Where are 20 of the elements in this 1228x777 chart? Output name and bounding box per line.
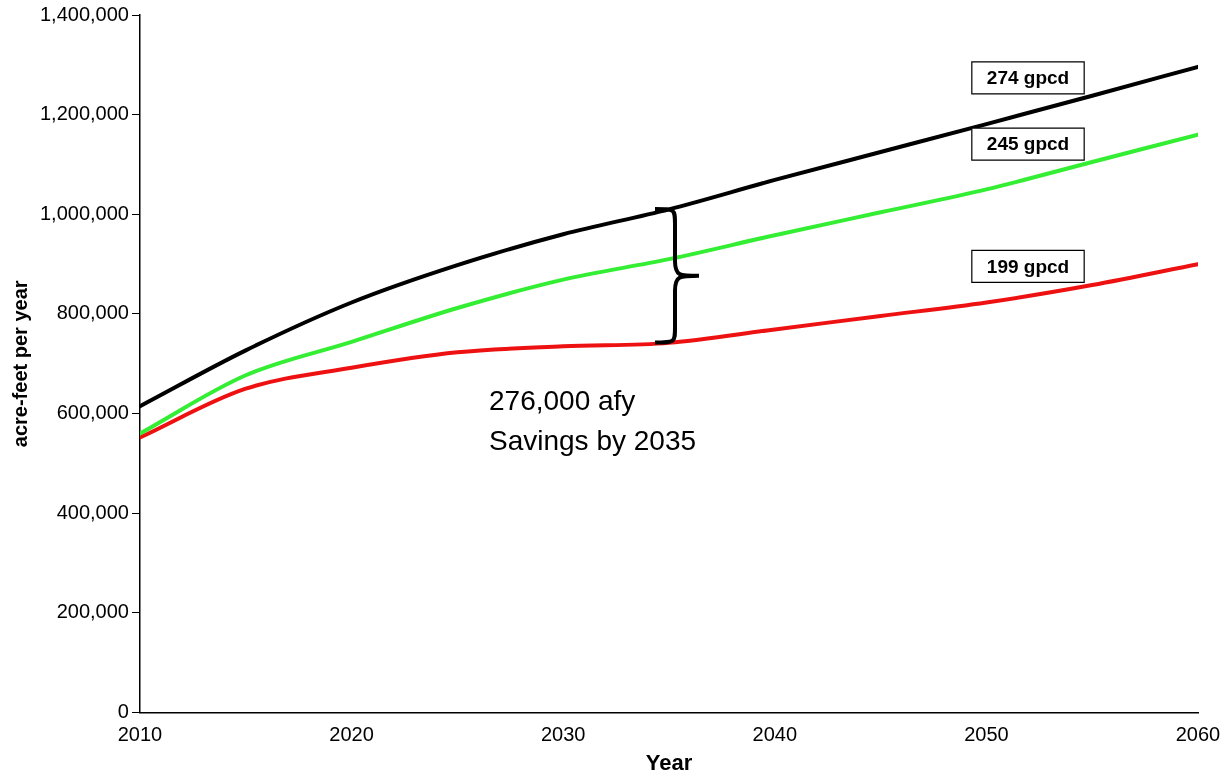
y-tick-label: 0 bbox=[117, 700, 129, 723]
y-tick-label: 800,000 bbox=[56, 301, 129, 324]
y-tick-label: 1,000,000 bbox=[39, 201, 129, 224]
series-label: 199 gpcd bbox=[986, 255, 1070, 277]
x-tick-label: 2050 bbox=[964, 723, 1009, 746]
y-tick-label: 400,000 bbox=[56, 500, 129, 523]
series-label: 245 gpcd bbox=[986, 133, 1070, 155]
y-tick-label: 200,000 bbox=[56, 600, 129, 623]
series-label: 274 gpcd bbox=[986, 67, 1070, 89]
y-axis-title: acre-feet per year bbox=[8, 280, 31, 448]
annotation: 276,000 afy Savings by 2035 bbox=[488, 384, 697, 456]
x-tick-label: 2020 bbox=[329, 723, 374, 746]
x-tick-label: 2010 bbox=[117, 723, 163, 746]
y-tick-label: 1,200,000 bbox=[39, 102, 129, 125]
x-axis-title: Year bbox=[645, 749, 693, 775]
y-tick-label: 600,000 bbox=[56, 401, 129, 424]
x-tick-label: 2060 bbox=[1175, 723, 1221, 746]
x-tick-label: 2030 bbox=[540, 723, 586, 746]
y-tick-label: 1,400,000 bbox=[39, 2, 129, 25]
x-tick-label: 2040 bbox=[752, 723, 798, 746]
